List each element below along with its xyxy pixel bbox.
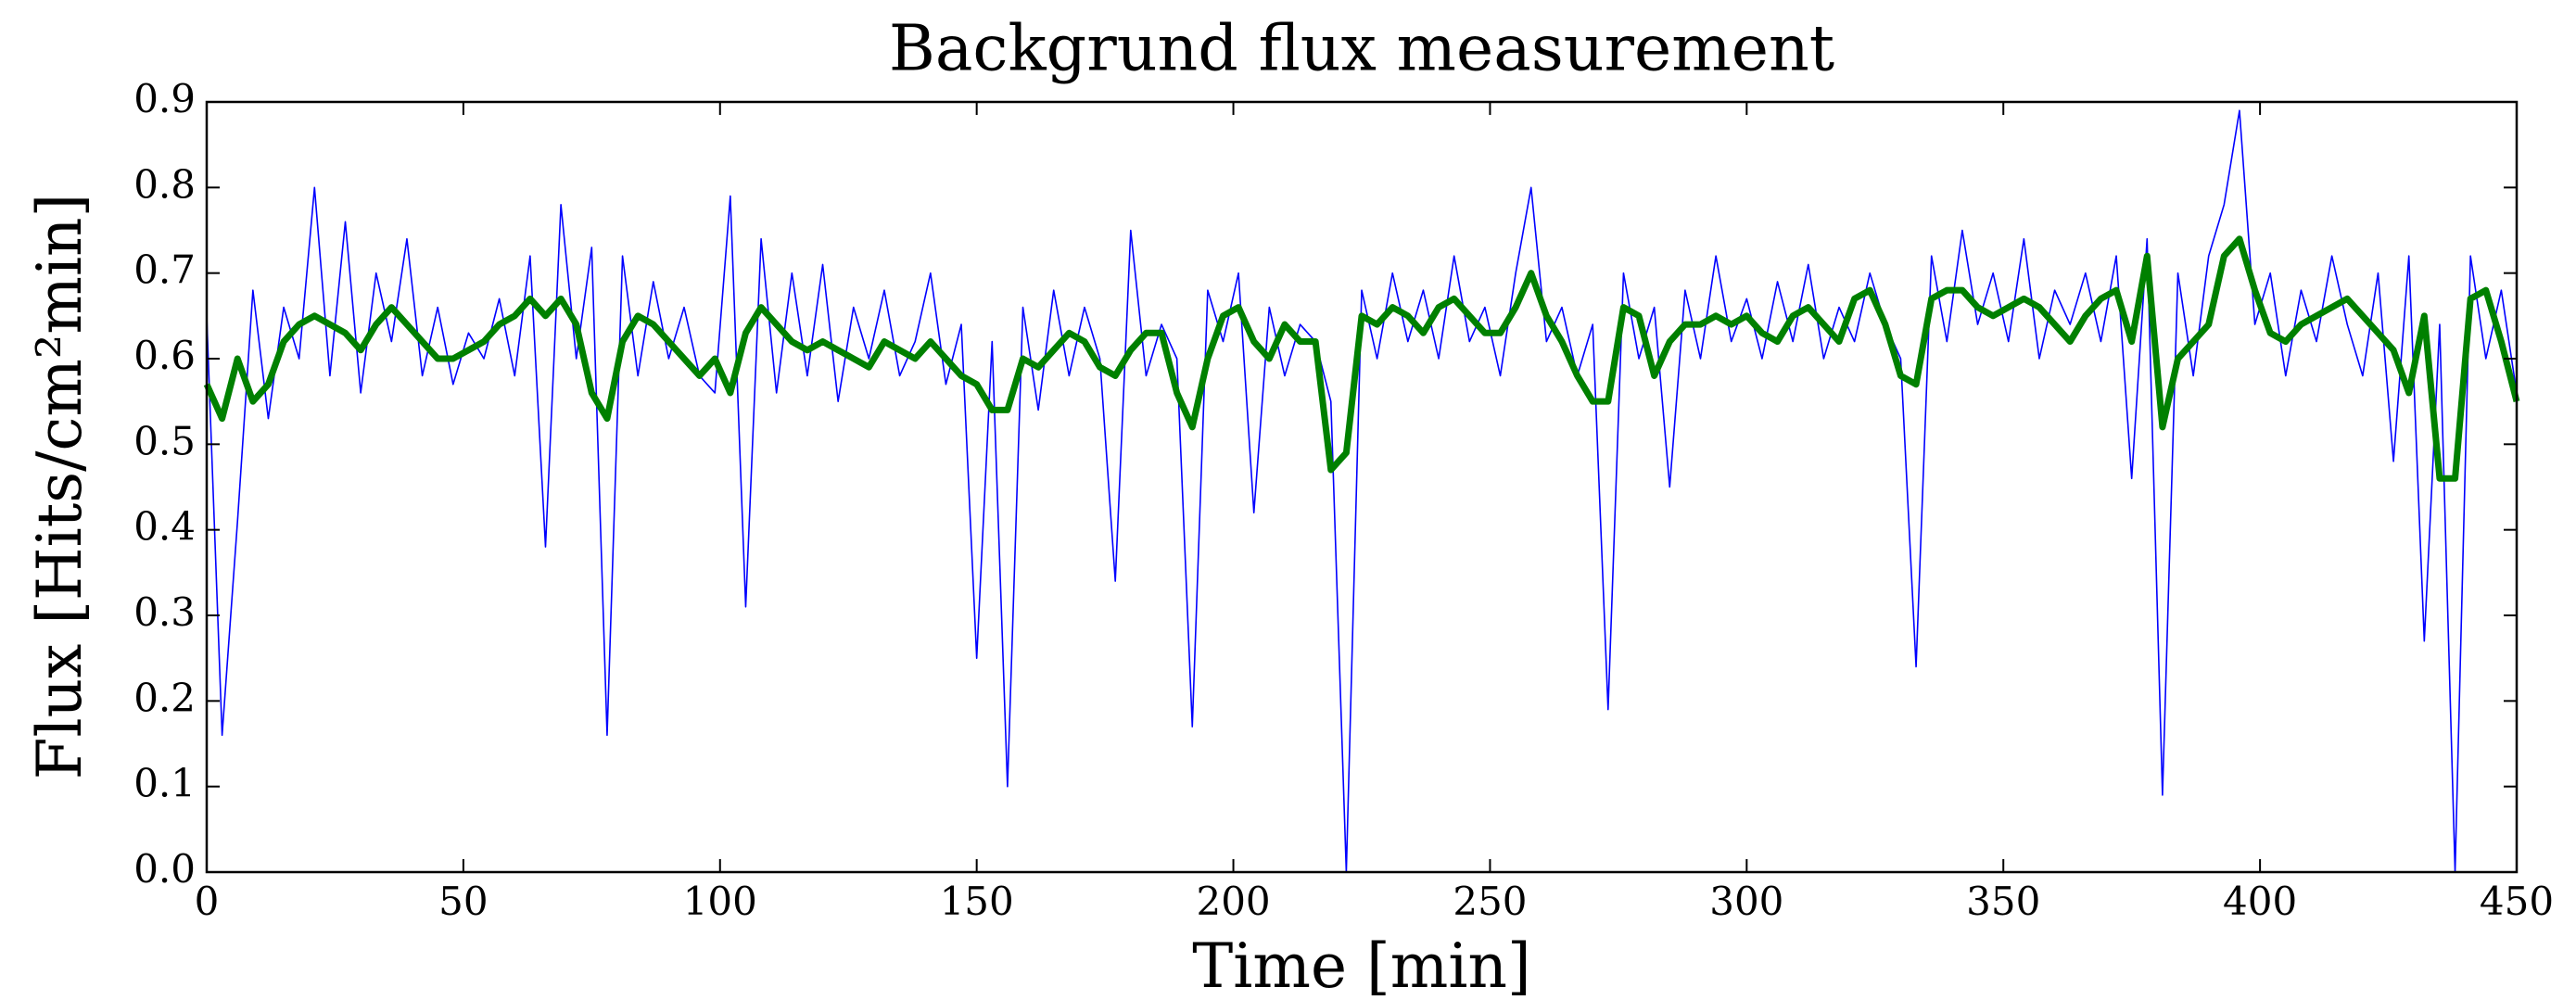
y-axis-label: Flux [Hits/cm²min]	[24, 194, 95, 780]
x-tick-label: 50	[438, 879, 488, 924]
x-tick-label: 0	[195, 879, 220, 924]
x-tick-label: 250	[1453, 879, 1527, 924]
y-tick-label: 0.0	[133, 846, 196, 892]
x-tick-label: 400	[2223, 879, 2297, 924]
plot-frame	[205, 100, 2519, 874]
x-tick-label: 300	[1709, 879, 1783, 924]
x-tick-label: 200	[1196, 879, 1270, 924]
x-tick-label: 350	[1966, 879, 2040, 924]
data-line	[203, 235, 2520, 482]
x-tick-label: 100	[683, 879, 757, 924]
x-tick-label: 150	[940, 879, 1014, 924]
y-tick-label: 0.8	[133, 161, 196, 207]
x-tick-label: 450	[2480, 879, 2554, 924]
y-tick-label: 0.5	[133, 418, 196, 463]
x-axis-label: Time [min]	[1192, 930, 1530, 1000]
y-tick-label: 0.6	[133, 333, 196, 378]
y-tick-label: 0.9	[133, 76, 196, 121]
y-tick-label: 0.7	[133, 247, 196, 293]
data-line	[206, 109, 2518, 873]
chart-title: Backgrund flux measurement	[889, 13, 1834, 86]
y-tick-label: 0.3	[133, 589, 196, 635]
y-tick-label: 0.2	[133, 675, 196, 720]
y-tick-label: 0.1	[133, 761, 196, 806]
y-tick-label: 0.4	[133, 504, 196, 550]
